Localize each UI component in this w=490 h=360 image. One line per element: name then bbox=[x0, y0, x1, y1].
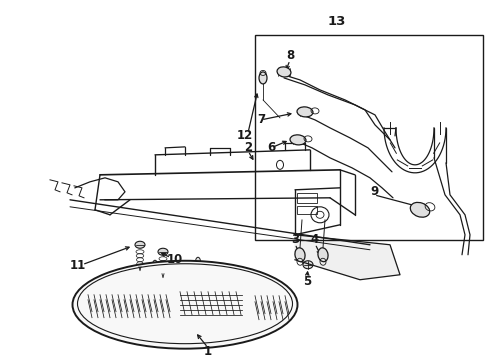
Ellipse shape bbox=[158, 248, 168, 255]
Bar bbox=[255, 35, 483, 240]
Ellipse shape bbox=[290, 135, 306, 145]
Text: 10: 10 bbox=[167, 253, 183, 266]
Text: 5: 5 bbox=[303, 275, 311, 288]
Text: 9: 9 bbox=[370, 185, 378, 198]
Text: 6: 6 bbox=[267, 141, 275, 154]
Ellipse shape bbox=[295, 248, 305, 262]
Text: 2: 2 bbox=[244, 141, 252, 154]
Text: 1: 1 bbox=[204, 345, 212, 358]
Ellipse shape bbox=[259, 72, 267, 84]
Text: 13: 13 bbox=[328, 15, 346, 28]
Ellipse shape bbox=[152, 260, 157, 269]
Text: 4: 4 bbox=[311, 233, 319, 246]
Ellipse shape bbox=[410, 202, 430, 217]
Ellipse shape bbox=[73, 261, 297, 349]
Text: 3: 3 bbox=[291, 233, 299, 246]
Text: 11: 11 bbox=[70, 259, 86, 272]
Ellipse shape bbox=[303, 261, 313, 269]
Bar bbox=[297, 193, 317, 203]
Ellipse shape bbox=[318, 248, 328, 262]
Text: 7: 7 bbox=[257, 113, 265, 126]
Polygon shape bbox=[295, 235, 400, 280]
Text: 12: 12 bbox=[237, 129, 253, 142]
Bar bbox=[297, 206, 317, 214]
Text: 8: 8 bbox=[286, 49, 294, 62]
Ellipse shape bbox=[277, 67, 291, 77]
Ellipse shape bbox=[135, 241, 145, 248]
Ellipse shape bbox=[196, 257, 200, 266]
Ellipse shape bbox=[297, 107, 313, 117]
